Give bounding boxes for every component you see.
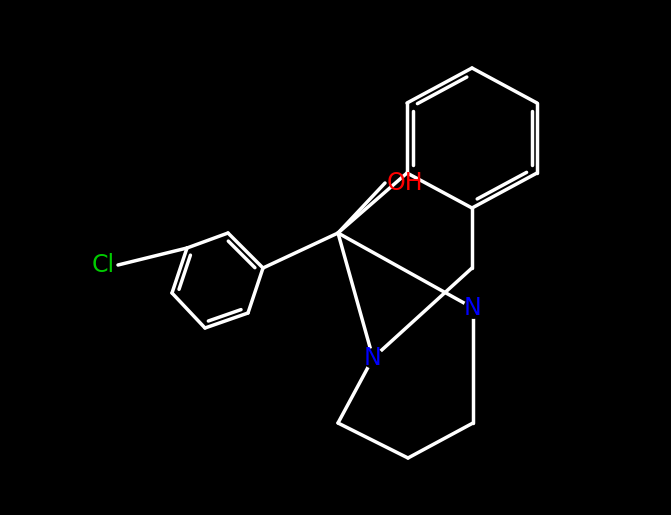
- Text: Cl: Cl: [92, 253, 115, 277]
- Text: N: N: [364, 346, 382, 370]
- Text: OH: OH: [387, 171, 423, 195]
- Text: N: N: [464, 296, 482, 320]
